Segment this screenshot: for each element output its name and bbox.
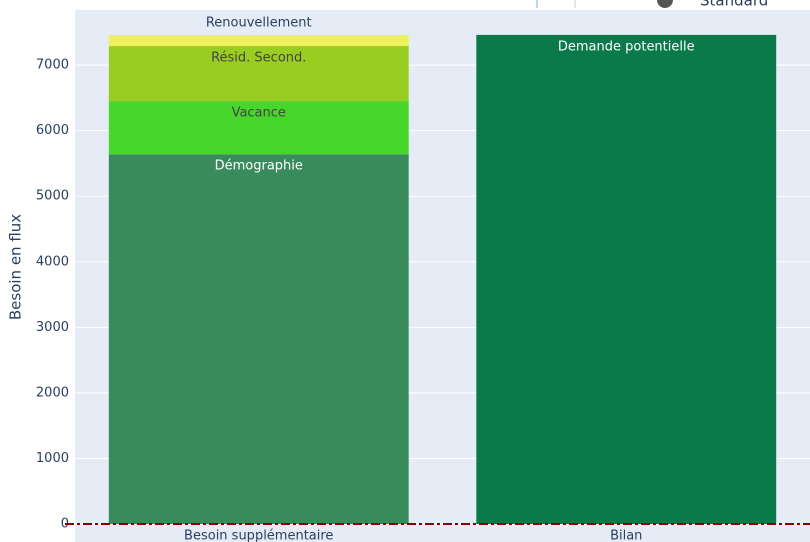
y-tick-label: 6000: [36, 123, 69, 138]
y-tick-label: 7000: [36, 58, 69, 73]
segment-label: Vacance: [232, 106, 286, 121]
segment-label: Renouvellement: [206, 15, 312, 30]
x-tick-label: Besoin supplémentaire: [184, 529, 333, 542]
bar-segment: [108, 101, 409, 155]
toolbar-label[interactable]: Standard: [700, 0, 768, 10]
y-tick-label: 5000: [36, 189, 69, 204]
segment-label: Demande potentielle: [558, 39, 695, 54]
bar-segment: [108, 46, 409, 102]
y-tick-label: 1000: [36, 451, 69, 466]
y-axis-title: Besoin en flux: [7, 214, 25, 320]
x-tick-label: Bilan: [610, 529, 642, 542]
bar-segment: [108, 34, 409, 47]
bar-segment: [108, 154, 409, 525]
y-tick-label: 4000: [36, 254, 69, 269]
y-tick-label: 3000: [36, 320, 69, 335]
segment-label: Résid. Second.: [211, 51, 306, 66]
segment-label: Démographie: [215, 159, 303, 174]
y-tick-label: 2000: [36, 385, 69, 400]
gear-icon[interactable]: [657, 0, 673, 8]
bar-segment: [476, 34, 777, 524]
y-tick-label: 0: [61, 517, 69, 532]
